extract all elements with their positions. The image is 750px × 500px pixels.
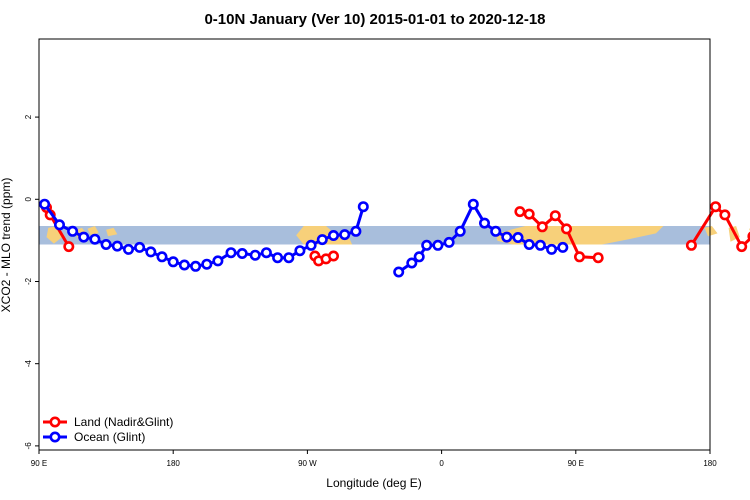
y-tick-label: -2: [24, 277, 33, 285]
data-point: [67, 225, 79, 237]
data-point: [89, 233, 101, 245]
data-point: [145, 246, 157, 258]
data-point: [63, 241, 75, 253]
data-point: [111, 240, 123, 252]
data-point: [201, 258, 213, 270]
data-point: [546, 243, 558, 255]
land-shape: [87, 226, 99, 237]
y-tick-label: 2: [24, 114, 33, 119]
legend-swatch-marker: [49, 431, 61, 443]
legend: Land (Nadir&Glint)Ocean (Glint): [43, 415, 173, 444]
plot-area: [38, 38, 750, 451]
data-point: [283, 252, 295, 264]
data-point: [156, 251, 168, 263]
data-point: [719, 209, 731, 221]
data-point: [523, 239, 535, 251]
x-axis: 90 E 180 90 W 0 90 E 180: [31, 450, 717, 468]
data-point: [432, 239, 444, 251]
data-point: [501, 231, 513, 243]
data-point: [225, 247, 237, 259]
data-point: [523, 208, 535, 220]
data-point: [327, 250, 339, 262]
data-point: [53, 219, 65, 231]
y-tick-label: -4: [24, 360, 33, 368]
data-point: [260, 247, 272, 259]
data-point: [557, 241, 569, 253]
series-line: [397, 202, 564, 274]
map-band: [39, 226, 750, 245]
x-tick-label: 90 E: [568, 459, 584, 468]
data-point: [100, 239, 112, 251]
data-point: [443, 236, 455, 248]
data-point: [560, 223, 572, 235]
data-point: [249, 249, 261, 261]
data-point: [549, 210, 561, 222]
legend-label: Land (Nadir&Glint): [74, 415, 173, 429]
x-axis-label: Longitude (deg E): [326, 476, 421, 490]
y-axis: 2 0 -2 -4 -6: [24, 114, 39, 449]
data-point: [512, 232, 524, 244]
data-point: [134, 241, 146, 253]
land-shape: [106, 227, 118, 237]
legend-swatch-marker: [49, 416, 61, 428]
data-point: [236, 248, 248, 260]
data-point: [167, 256, 179, 268]
data-point: [467, 198, 479, 210]
x-tick-label: 180: [703, 459, 717, 468]
data-point: [316, 234, 328, 246]
data-point: [478, 217, 490, 229]
data-point: [685, 239, 697, 251]
data-point: [339, 229, 351, 241]
series-ocean: [39, 198, 569, 278]
y-axis-label: XCO2 - MLO trend (ppm): [0, 178, 13, 313]
data-point: [514, 206, 526, 218]
data-point: [39, 198, 51, 210]
chart-title: 0-10N January (Ver 10) 2015-01-01 to 202…: [204, 11, 545, 28]
x-tick-label: 90 W: [298, 459, 317, 468]
x-tick-label: 90 E: [31, 459, 47, 468]
data-point: [272, 252, 284, 264]
series-layer: [39, 198, 750, 278]
data-point: [421, 239, 433, 251]
data-point: [212, 255, 224, 267]
data-point: [350, 225, 362, 237]
plot-frame: [38, 38, 711, 451]
data-point: [710, 201, 722, 213]
data-point: [305, 239, 317, 251]
x-tick-label: 180: [167, 459, 181, 468]
data-point: [327, 230, 339, 242]
data-point: [454, 225, 466, 237]
data-point: [534, 239, 546, 251]
data-point: [490, 225, 502, 237]
data-point: [190, 260, 202, 272]
data-point: [78, 231, 90, 243]
legend-label: Ocean (Glint): [74, 430, 145, 444]
data-point: [736, 241, 748, 253]
data-point: [123, 243, 135, 255]
data-point: [294, 245, 306, 257]
data-point: [178, 259, 190, 271]
land-shape: [704, 226, 718, 237]
data-point: [573, 251, 585, 263]
data-point: [413, 251, 425, 263]
data-point: [592, 252, 604, 264]
x-tick-label: 0: [439, 459, 444, 468]
y-tick-label: 0: [24, 197, 33, 202]
legend-item: Ocean (Glint): [43, 430, 145, 444]
data-point: [393, 266, 405, 278]
data-point: [536, 221, 548, 233]
data-point: [357, 201, 369, 213]
y-tick-label: -6: [24, 442, 33, 450]
legend-item: Land (Nadir&Glint): [43, 415, 173, 429]
data-point: [406, 257, 418, 269]
